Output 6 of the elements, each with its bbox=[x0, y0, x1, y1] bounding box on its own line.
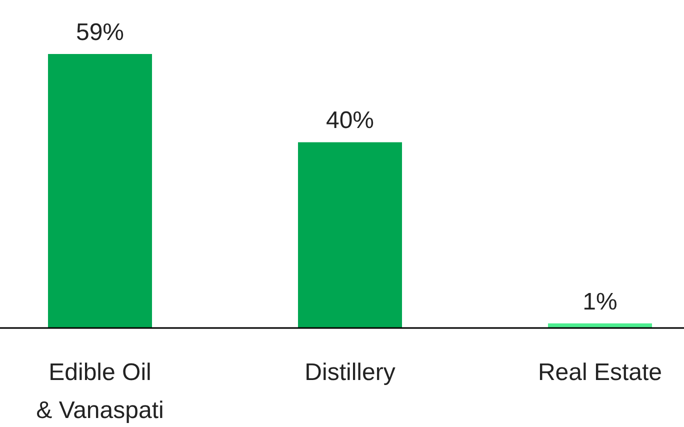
data-label: 59% bbox=[76, 19, 124, 46]
data-label: 1% bbox=[582, 288, 618, 316]
x-tick-label: Real Estate bbox=[538, 359, 662, 386]
x-tick-label: Distillery bbox=[304, 359, 396, 386]
x-tick-label: Edible Oil & Vanaspati bbox=[36, 359, 164, 424]
data-label: 40% bbox=[326, 107, 374, 134]
